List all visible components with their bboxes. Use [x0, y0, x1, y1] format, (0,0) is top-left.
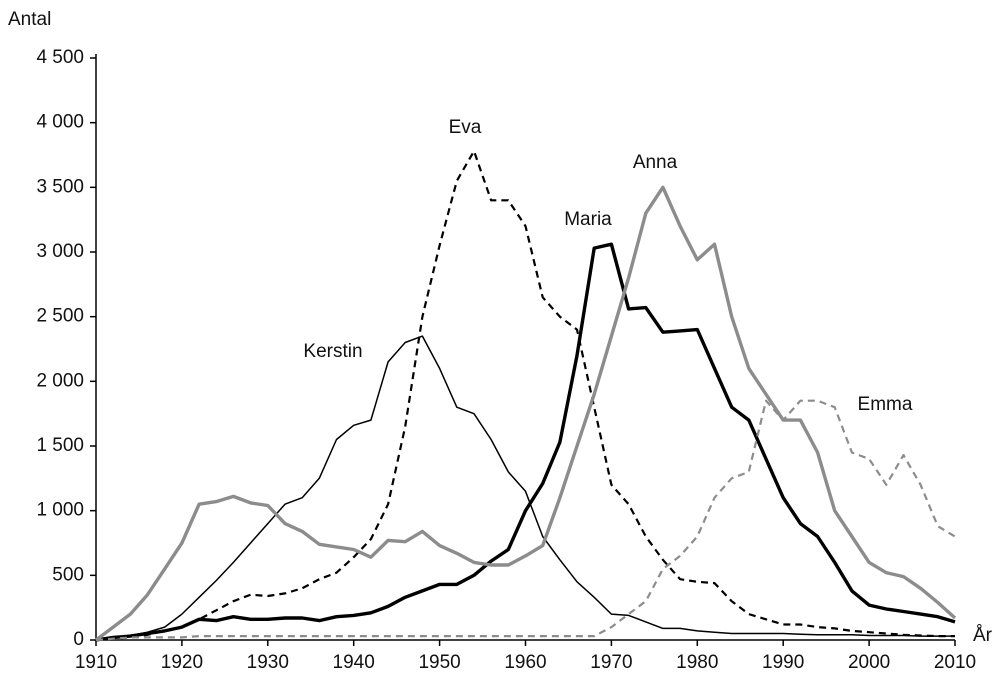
y-tick-label: 2 500	[36, 306, 84, 327]
x-tick-label: 2000	[848, 652, 890, 673]
series-label: Eva	[449, 117, 482, 138]
series-label: Kerstin	[303, 341, 362, 362]
y-tick-label: 2 000	[36, 370, 84, 391]
x-tick-label: 2010	[934, 652, 976, 673]
x-tick-label: 1980	[676, 652, 718, 673]
series-line	[95, 335, 955, 641]
x-axis-label: År	[973, 625, 993, 646]
y-tick-label: 4 000	[36, 112, 84, 133]
x-tick-label: 1930	[247, 652, 289, 673]
series-line	[95, 150, 955, 642]
series-label: Anna	[633, 152, 678, 173]
series-line	[94, 185, 957, 642]
x-tick-label: 1940	[333, 652, 375, 673]
x-tick-label: 1950	[418, 652, 460, 673]
y-tick-label: 3 000	[36, 241, 84, 262]
y-tick-label: 4 500	[36, 47, 84, 68]
series-line	[95, 242, 956, 642]
x-tick-label: 1970	[590, 652, 632, 673]
x-tick-label: 1920	[161, 652, 203, 673]
x-tick-label: 1960	[504, 652, 546, 673]
series-line	[95, 399, 956, 642]
y-tick-label: 1 000	[36, 500, 84, 521]
y-tick-label: 500	[52, 564, 84, 585]
series-label: Emma	[858, 394, 913, 415]
x-tick-label: 1990	[762, 652, 804, 673]
x-tick-label: 1910	[75, 652, 117, 673]
series-label: Maria	[564, 209, 612, 230]
y-tick-label: 0	[73, 629, 84, 650]
y-tick-label: 3 500	[36, 176, 84, 197]
y-axis-label: Antal	[8, 9, 51, 30]
y-tick-label: 1 500	[36, 435, 84, 456]
